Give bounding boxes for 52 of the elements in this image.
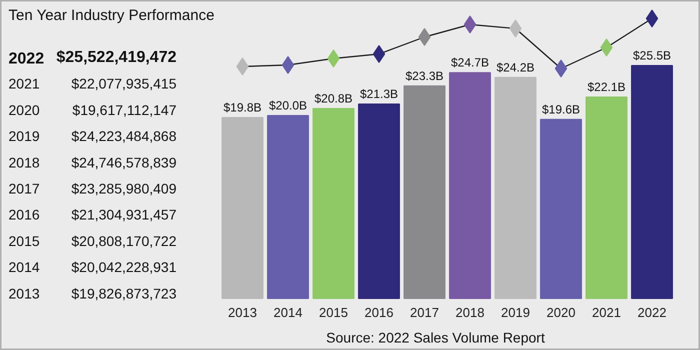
bar	[222, 116, 264, 299]
text: 2019 $24,223,484,868	[8, 128, 177, 144]
x-tick-label: 2022	[638, 305, 666, 320]
data-label: $20.0B	[268, 98, 308, 113]
data-label: $20.8B	[314, 92, 353, 106]
x-tick-label: 2020	[546, 305, 576, 320]
point	[236, 58, 249, 76]
text: 2022 $25,522,419,472	[8, 49, 177, 68]
x-tick-label: 2016	[364, 305, 394, 320]
text: 2021 $22,077,935,415	[8, 76, 177, 92]
bar	[586, 96, 628, 299]
x-tick-label: 2014	[274, 305, 302, 320]
bar	[358, 104, 400, 299]
data-label: $21.3B	[360, 87, 398, 101]
x-tick-label: 2017	[410, 305, 439, 320]
text: 2018 $24,746,578,839	[8, 154, 177, 170]
text: 2020 $19,617,112,147	[8, 102, 177, 118]
text: 2015 $20,808,170,722	[8, 232, 177, 249]
chart-title: Ten Year Industry Performance	[8, 7, 214, 24]
data-label: $24.2B	[496, 60, 535, 74]
bar	[312, 108, 354, 299]
point	[600, 38, 613, 56]
source-note: Source: 2022 Sales Volume Report	[326, 330, 545, 346]
data-label: $22.1B	[587, 80, 626, 94]
point	[464, 16, 476, 34]
data-label: $19.8B	[223, 100, 262, 114]
x-tick-label: 2013	[228, 305, 257, 320]
text: 2016 $21,304,931,457	[8, 206, 177, 223]
point	[282, 56, 294, 74]
data-label: $19.6B	[542, 102, 580, 116]
text: 2017 $23,285,980,409	[8, 180, 177, 196]
point	[554, 60, 568, 78]
bar	[449, 72, 491, 299]
point	[418, 28, 431, 46]
x-tick-label: 2019	[501, 305, 530, 320]
data-label: $24.7B	[450, 56, 490, 70]
text: 2013 $19,826,873,723	[8, 285, 177, 302]
point	[327, 50, 340, 68]
point	[372, 45, 386, 63]
bar	[494, 76, 536, 299]
point	[509, 20, 522, 38]
x-tick-label: 2021	[592, 305, 621, 320]
x-tick-label: 2018	[456, 305, 484, 320]
data-label: $23.3B	[405, 68, 444, 83]
bar	[631, 65, 673, 299]
x-tick-label: 2015	[319, 305, 348, 320]
bar	[540, 118, 582, 299]
point	[646, 10, 658, 28]
data-label: $25.5B	[632, 48, 672, 62]
bar	[404, 85, 446, 299]
bar	[267, 115, 309, 299]
text: 2014 $20,042,228,931	[8, 259, 177, 276]
